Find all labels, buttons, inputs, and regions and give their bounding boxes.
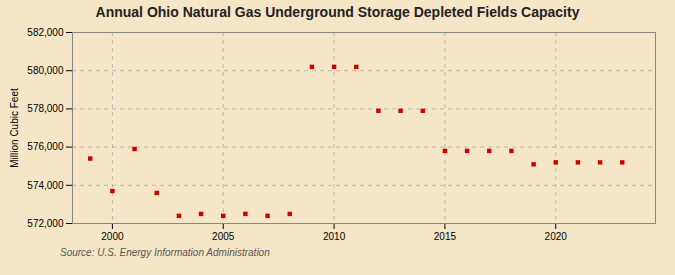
svg-text:572,000: 572,000 [27,218,64,229]
html-text:Source: U.S. Energy Informatio: Source: U.S. Energy Information Administ… [60,247,270,258]
svg-text:Million Cubic Feet: Million Cubic Feet [9,88,20,168]
html-text:Annual Ohio Natural Gas Underg: Annual Ohio Natural Gas Underground Stor… [95,4,580,20]
svg-text:580,000: 580,000 [27,65,64,76]
svg-text:2020: 2020 [545,231,568,242]
svg-text:574,000: 574,000 [27,180,64,191]
svg-text:578,000: 578,000 [27,103,64,114]
svg-text:576,000: 576,000 [27,141,64,152]
svg-text:2000: 2000 [101,231,124,242]
svg-text:582,000: 582,000 [27,27,64,38]
svg-text:2005: 2005 [212,231,235,242]
svg-text:2010: 2010 [323,231,346,242]
svg-text:2015: 2015 [434,231,457,242]
